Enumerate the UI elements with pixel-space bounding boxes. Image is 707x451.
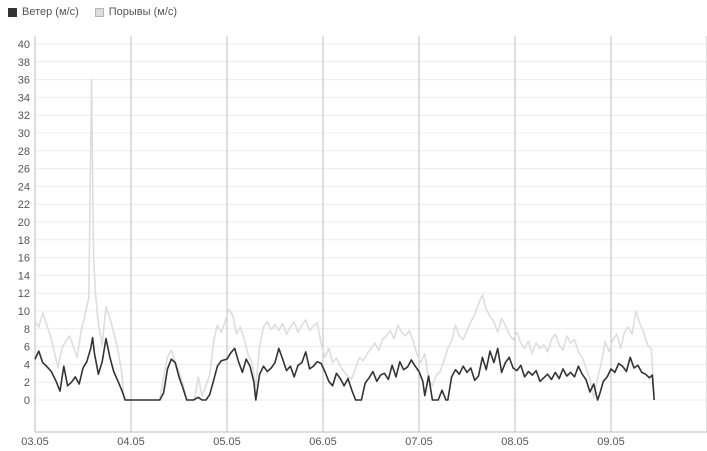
chart-legend: Ветер (м/с) Порывы (м/с): [8, 4, 193, 20]
y-tick-label: 2: [24, 377, 30, 389]
y-tick-label: 32: [18, 110, 30, 122]
y-tick-label: 0: [24, 395, 30, 407]
x-tick-label: 04.05: [117, 436, 145, 448]
y-tick-label: 14: [18, 270, 30, 282]
x-tick-label: 03.05: [21, 436, 49, 448]
legend-swatch-wind: [8, 7, 17, 17]
y-tick-label: 4: [24, 359, 30, 371]
y-tick-label: 34: [18, 92, 30, 104]
legend-item-gust[interactable]: Порывы (м/с): [94, 6, 178, 18]
y-tick-label: 18: [18, 235, 30, 247]
y-tick-label: 20: [18, 217, 30, 229]
y-tick-label: 10: [18, 306, 30, 318]
y-tick-label: 16: [18, 253, 30, 265]
y-tick-label: 22: [18, 199, 30, 211]
x-tick-label: 08.05: [501, 436, 529, 448]
y-tick-label: 36: [18, 75, 30, 87]
legend-label-wind: Ветер (м/с): [22, 6, 79, 18]
y-tick-label: 26: [18, 164, 30, 176]
y-tick-label: 24: [18, 181, 30, 193]
y-tick-label: 40: [18, 39, 30, 51]
legend-item-wind[interactable]: Ветер (м/с): [8, 6, 79, 18]
y-tick-label: 6: [24, 342, 30, 354]
legend-swatch-gust: [94, 7, 104, 17]
x-tick-label: 07.05: [405, 436, 433, 448]
legend-label-gust: Порывы (м/с): [108, 6, 178, 18]
y-tick-label: 12: [18, 288, 30, 300]
y-tick-label: 28: [18, 146, 30, 158]
y-tick-label: 30: [18, 128, 30, 140]
y-tick-label: 8: [24, 324, 30, 336]
x-tick-label: 09.05: [597, 436, 625, 448]
x-tick-label: 05.05: [213, 436, 241, 448]
series-line-wind: [34, 336, 655, 401]
x-tick-label: 06.05: [309, 436, 337, 448]
y-tick-label: 38: [18, 57, 30, 69]
